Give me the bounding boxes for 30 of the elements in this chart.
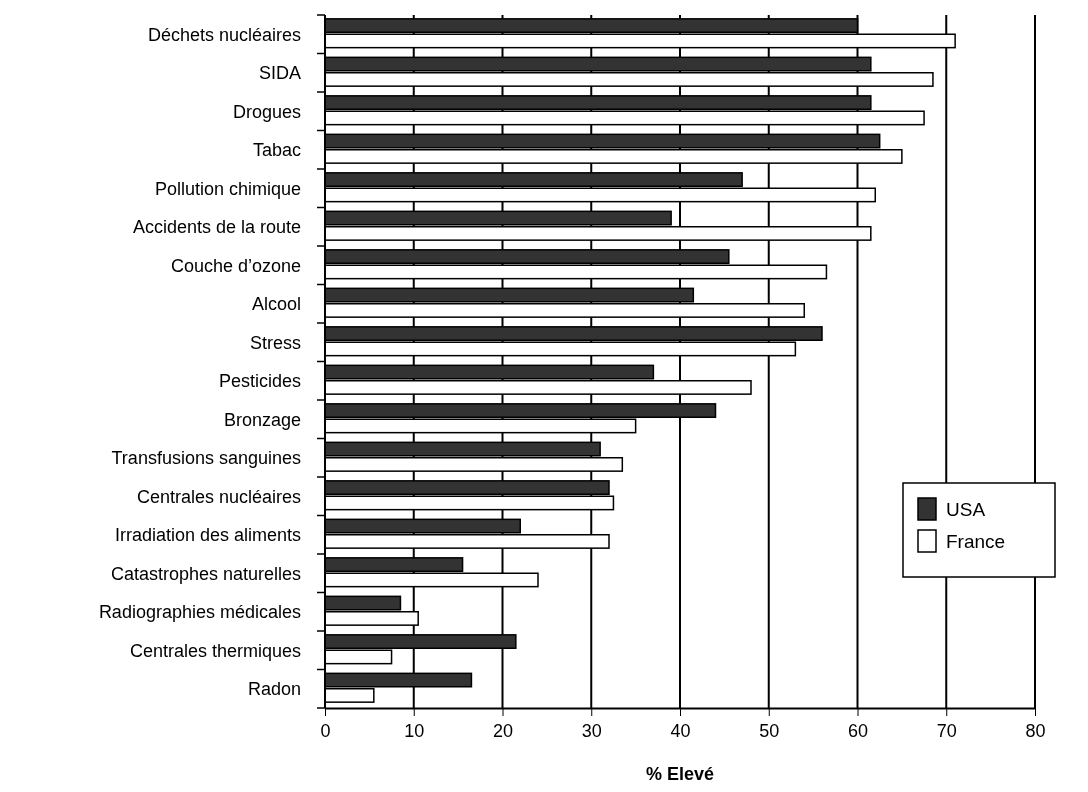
- x-tick-label: 10: [404, 721, 425, 741]
- y-tick-label: Accidents de la route: [132, 217, 301, 238]
- y-tick-label: Drogues: [232, 101, 301, 122]
- y-tick-label: Pollution chimique: [154, 178, 301, 199]
- y-tick-label: Irradiation des aliments: [114, 525, 301, 546]
- x-tick-label: 50: [759, 721, 780, 741]
- y-tick-label: Catastrophes naturelles: [110, 563, 301, 584]
- x-tick-label: 20: [492, 721, 514, 741]
- y-tick-label: Couche d’ozone: [170, 255, 301, 276]
- y-tick-label: Transfusions sanguines: [111, 448, 301, 469]
- y-tick-label: Stress: [249, 332, 301, 353]
- x-axis-title: % Elevé: [645, 764, 715, 784]
- x-tick-label: 60: [847, 721, 869, 741]
- y-tick-label: Radiographies médicales: [98, 602, 301, 623]
- x-tick-label: 80: [1025, 721, 1046, 741]
- y-tick-label: Déchets nucléaires: [147, 24, 301, 45]
- x-tick-label: 70: [936, 721, 957, 741]
- legend-label: USA: [946, 498, 986, 520]
- y-tick-label: Pesticides: [218, 371, 301, 392]
- y-tick-label: Bronzage: [223, 409, 301, 430]
- y-tick-label: Alcool: [251, 294, 301, 315]
- y-tick-label: SIDA: [258, 63, 301, 84]
- y-tick-label: Tabac: [252, 140, 301, 161]
- x-tick-label: 40: [670, 721, 691, 741]
- x-tick-label: 0: [320, 721, 331, 741]
- x-tick-label: 30: [581, 721, 602, 741]
- y-tick-label: Radon: [247, 679, 301, 700]
- y-tick-label: Centrales thermiques: [129, 640, 301, 661]
- legend-label: France: [946, 530, 1006, 552]
- y-tick-label: Centrales nucléaires: [136, 486, 301, 507]
